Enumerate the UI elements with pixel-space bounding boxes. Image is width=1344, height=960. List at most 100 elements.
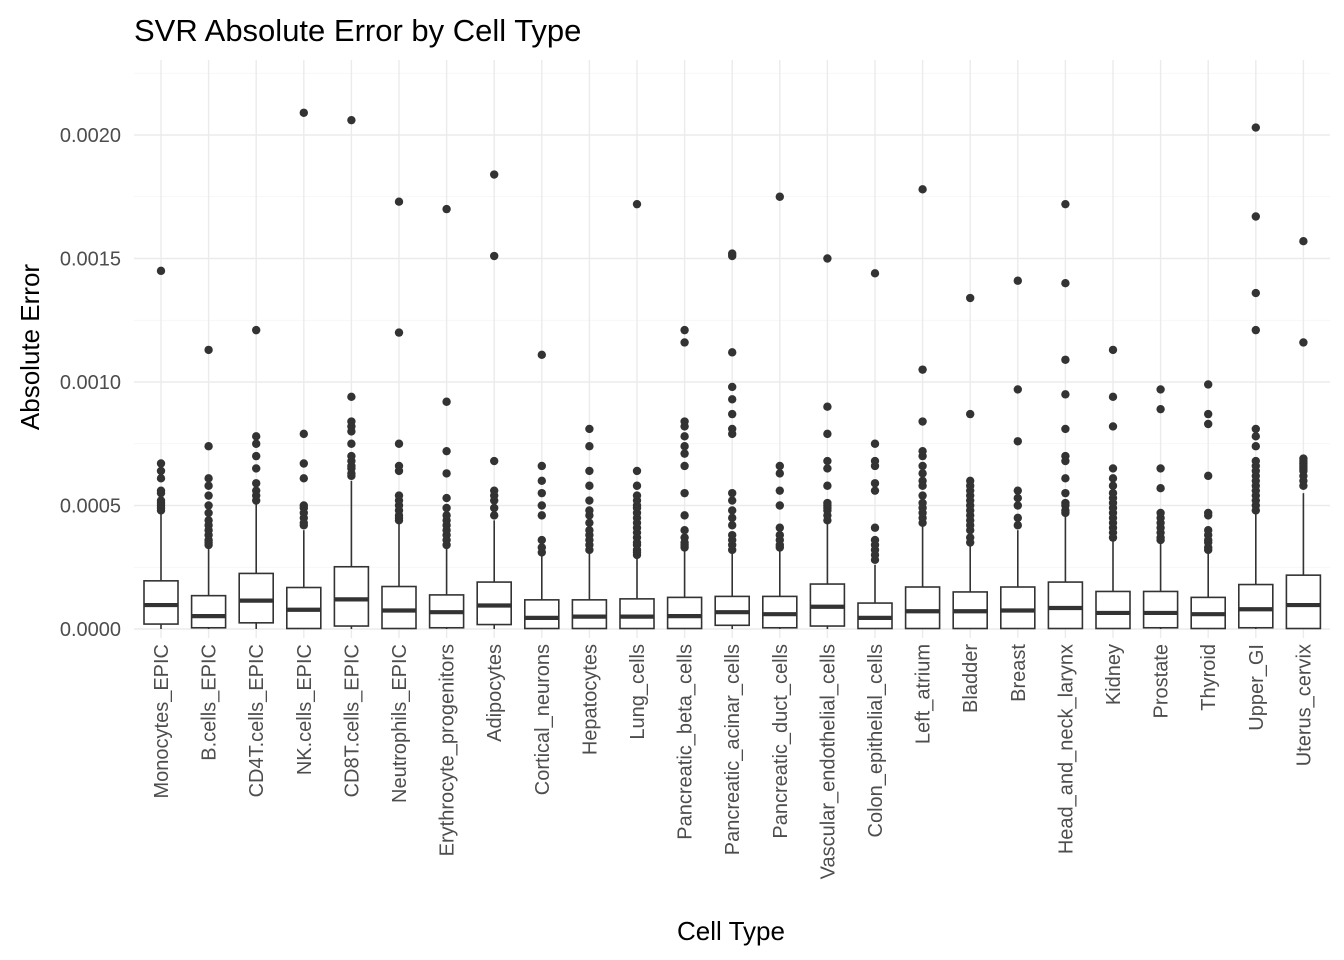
outlier-point <box>1013 521 1022 530</box>
outlier-point <box>680 511 689 520</box>
outlier-point <box>1108 481 1118 490</box>
x-axis-title: Cell Type <box>677 916 785 946</box>
box <box>143 580 179 625</box>
box-group <box>143 266 179 629</box>
outlier-point <box>537 350 546 360</box>
outlier-point <box>442 446 451 456</box>
outlier-point <box>490 486 499 495</box>
outlier-point <box>1061 424 1070 434</box>
x-axis-ticks: Monocytes_EPIC B.cells_EPIC CD4T.cells_EPI… <box>151 644 1315 880</box>
outlier-point <box>1251 456 1261 466</box>
x-tick-label: Erythrocyte_progenitors <box>437 644 459 856</box>
outlier-point <box>204 501 213 510</box>
outlier-point <box>347 115 356 125</box>
outlier-point <box>204 345 213 355</box>
outlier-point <box>585 424 594 434</box>
x-tick-label: Pancreatic_duct_cells <box>770 644 792 839</box>
outlier-point <box>156 474 166 483</box>
outlier-point <box>537 476 546 485</box>
outlier-point <box>299 501 308 510</box>
outlier-point <box>680 526 689 535</box>
box <box>190 594 227 629</box>
outlier-point <box>728 521 737 530</box>
x-tick-label: Hepatocytes <box>579 644 601 755</box>
box-group <box>190 345 227 629</box>
outlier-point <box>299 474 308 483</box>
outlier-point <box>775 192 784 201</box>
outlier-point <box>252 451 261 461</box>
boxes <box>143 108 1322 630</box>
outlier-point <box>680 488 689 498</box>
outlier-point <box>870 486 880 495</box>
outlier-point <box>632 199 642 209</box>
outlier-point <box>1251 325 1261 335</box>
outlier-point <box>347 439 356 448</box>
outlier-point <box>728 424 737 434</box>
outlier-point <box>299 429 308 439</box>
y-tick-label: 0.0000 <box>60 619 121 641</box>
box <box>238 572 274 624</box>
outlier-point <box>1156 484 1165 493</box>
outlier-point <box>728 348 737 357</box>
outlier-point <box>156 486 166 495</box>
outlier-point <box>728 496 737 505</box>
outlier-point <box>870 269 880 278</box>
x-tick-label: Neutrophils_EPIC <box>389 644 411 803</box>
outlier-point <box>1108 392 1118 402</box>
outlier-point <box>490 511 499 520</box>
box-group <box>1095 345 1131 630</box>
box <box>571 599 608 630</box>
outlier-point <box>585 518 594 527</box>
outlier-point <box>918 461 927 471</box>
x-tick-label: Prostate <box>1151 644 1173 718</box>
outlier-point <box>728 249 737 258</box>
box <box>1238 583 1274 629</box>
outlier-point <box>1251 424 1261 434</box>
outlier-point <box>1013 513 1022 523</box>
outlier-point <box>585 442 594 451</box>
outlier-point <box>252 325 261 335</box>
outlier-point <box>823 456 832 466</box>
outlier-point <box>347 392 356 402</box>
box-group <box>857 269 893 630</box>
outlier-point <box>728 382 737 392</box>
outlier-point <box>1251 288 1261 298</box>
box <box>904 586 941 630</box>
x-tick-label: Head_and_neck_larynx <box>1055 644 1077 854</box>
box <box>619 598 655 630</box>
box-group <box>381 197 417 630</box>
outlier-point <box>728 506 737 515</box>
outlier-point <box>775 461 784 471</box>
outlier-point <box>775 486 784 495</box>
outlier-point <box>728 530 737 540</box>
outlier-point <box>490 170 499 179</box>
y-tick-label: 0.0020 <box>60 125 121 147</box>
outlier-point <box>680 338 689 347</box>
outlier-point <box>585 466 594 476</box>
outlier-point <box>823 254 832 263</box>
outlier-point <box>728 409 737 419</box>
outlier-point <box>918 365 927 374</box>
outlier-point <box>870 439 880 448</box>
x-tick-label: Kidney <box>1103 644 1125 705</box>
outlier-point <box>966 476 975 485</box>
outlier-point <box>537 501 546 510</box>
outlier-point <box>966 409 975 419</box>
box-group <box>476 170 513 629</box>
box-group <box>619 199 655 630</box>
outlier-point <box>775 530 784 540</box>
outlier-point <box>1204 508 1213 518</box>
box <box>999 586 1036 630</box>
box-group <box>1285 237 1322 630</box>
y-axis-title: Absolute Error <box>15 264 45 431</box>
outlier-point <box>252 439 261 448</box>
outlier-point <box>823 402 832 411</box>
outlier-point <box>442 503 451 513</box>
outlier-point <box>156 459 166 468</box>
outlier-point <box>204 481 213 490</box>
outlier-point <box>1061 279 1070 288</box>
outlier-point <box>680 533 689 542</box>
outlier-point <box>1251 123 1261 132</box>
x-tick-label: Lung_cells <box>627 644 649 740</box>
outlier-point <box>870 535 880 545</box>
